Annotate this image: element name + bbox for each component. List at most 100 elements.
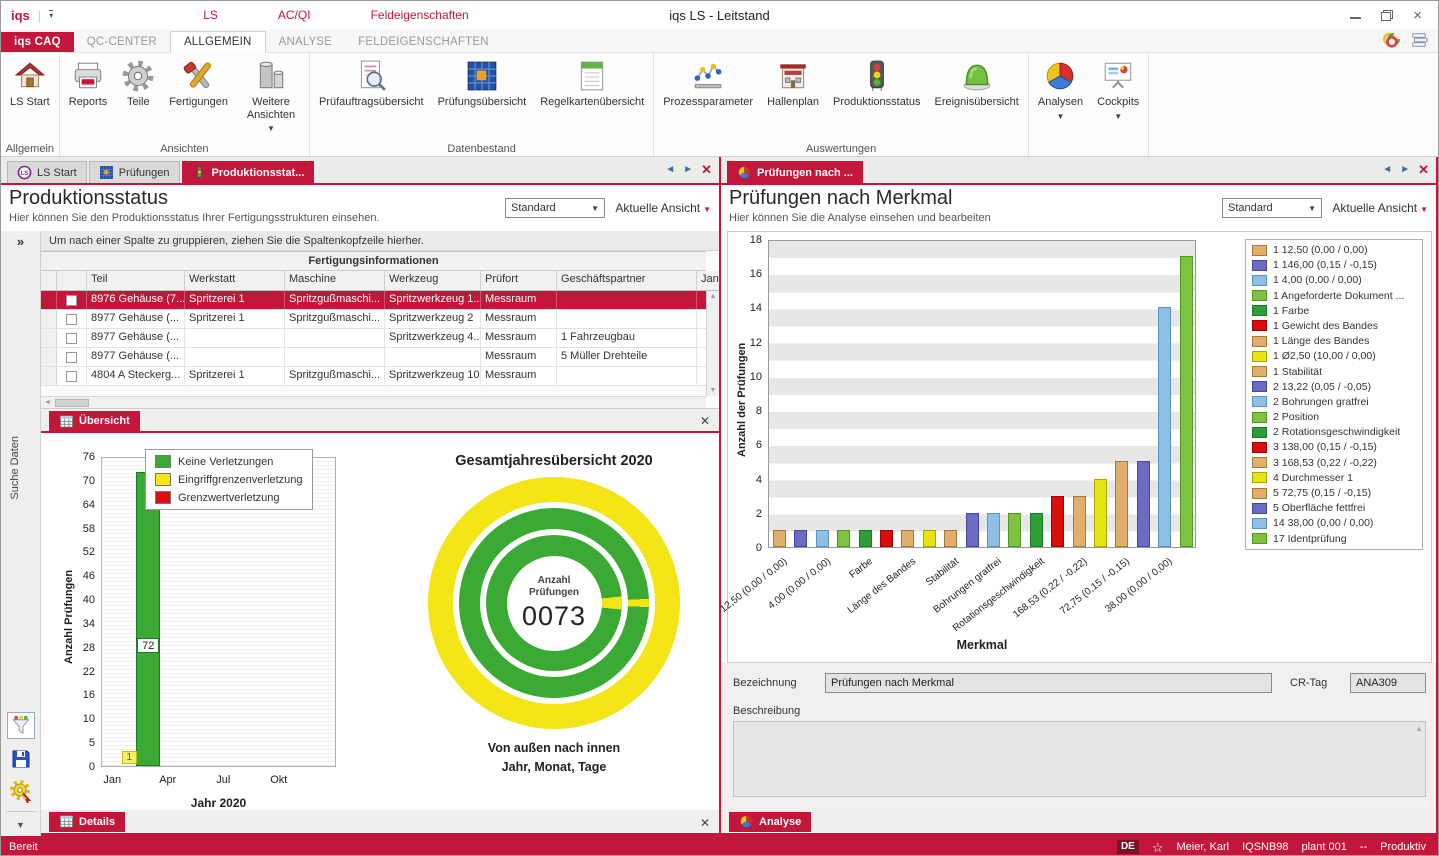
close-icon[interactable]: ×	[1413, 6, 1422, 24]
tab-uebersicht[interactable]: Übersicht	[49, 411, 140, 431]
ribbon-tab-allgemein[interactable]: ALLGEMEIN	[169, 31, 266, 53]
column-header-teil[interactable]: Teil	[87, 271, 185, 290]
tab-ls-start[interactable]: LS LS Start	[7, 161, 87, 183]
settings-gear-icon[interactable]	[9, 779, 33, 804]
bar-durchmesser-1[interactable]	[1094, 479, 1107, 547]
legend-item[interactable]: 3 138,00 (0,15 / -0,15)	[1252, 441, 1416, 453]
reports-button[interactable]: Reports	[62, 56, 115, 112]
horizontal-scrollbar[interactable]: ◄	[41, 396, 706, 408]
bar-146-00-0-15-0-15[interactable]	[794, 530, 808, 547]
legend-item[interactable]: 2 Bohrungen gratfrei	[1252, 396, 1416, 408]
legend-item[interactable]: 4 Durchmesser 1	[1252, 472, 1416, 484]
menu-item-acqi[interactable]: AC/QI	[277, 8, 311, 22]
bar-keine-verletzungen[interactable]	[136, 472, 161, 766]
bar-bohrungen-gratfrei[interactable]	[987, 513, 1000, 547]
tab-prüfungen-nach[interactable]: Prüfungen nach ...	[727, 161, 863, 183]
current-view-menu[interactable]: Aktuelle Ansicht ▼	[615, 201, 711, 215]
ereignisübersicht-button[interactable]: Ereignisübersicht	[927, 56, 1025, 112]
row-checkbox[interactable]	[66, 313, 77, 325]
bar-4-00-0-00-0-00[interactable]	[815, 530, 829, 547]
view-select[interactable]: Standard ▼	[505, 198, 605, 218]
row-checkbox[interactable]	[66, 351, 77, 363]
vertical-scrollbar[interactable]: ▲ ▼	[706, 291, 719, 396]
legend-item[interactable]: 2 Rotationsgeschwindigkeit	[1252, 426, 1416, 438]
scroll-up-icon[interactable]: ▲	[1415, 724, 1423, 733]
legend-item[interactable]: Eingriffgrenzenverletzung	[155, 473, 303, 486]
bar-168-53-0-22-0-22[interactable]	[1072, 496, 1086, 547]
bar-stabilität[interactable]	[944, 530, 958, 547]
legend-item[interactable]: 5 Oberfläche fettfrei	[1252, 502, 1416, 514]
bar-länge-des-bandes[interactable]	[901, 530, 915, 547]
legend-item[interactable]: 1 12,50 (0,00 / 0,00)	[1252, 244, 1416, 256]
quick-access-arrow-icon[interactable]: ▾	[49, 9, 54, 20]
table-row[interactable]: 8977 Gehäuse (... Messraum 5 Müller Drehte…	[41, 348, 719, 367]
bar-oberfläche-fettfrei[interactable]	[1136, 461, 1150, 547]
ribbon-tab-iqs-caq[interactable]: iqs CAQ	[1, 32, 74, 52]
weitere-ansichten-button[interactable]: Weitere Ansichten ▼	[235, 56, 307, 136]
print-list-icon[interactable]	[1410, 31, 1428, 52]
legend-item[interactable]: 1 Farbe	[1252, 305, 1416, 317]
legend-item[interactable]: 5 72,75 (0,15 / -0,15)	[1252, 487, 1416, 499]
ribbon-tab-analyse[interactable]: ANALYSE	[278, 36, 333, 48]
table-row[interactable]: 8977 Gehäuse (... Spritzerei 1 Spritzgußma…	[41, 310, 719, 329]
legend-item[interactable]: 1 Angeforderte Dokument ...	[1252, 290, 1416, 302]
ribbon-tab-qc-center[interactable]: QC-CENTER	[86, 36, 157, 48]
legend-item[interactable]: 1 Gewicht des Bandes	[1252, 320, 1416, 332]
tab-scroll-right-icon[interactable]: ►	[683, 164, 694, 175]
hallenplan-button[interactable]: Hallenplan	[760, 56, 826, 112]
language-badge[interactable]: DE	[1116, 840, 1139, 854]
minimize-icon[interactable]	[1350, 11, 1362, 19]
table-row[interactable]: 8977 Gehäuse (... Spritzwerkzeug 4... Mess…	[41, 329, 719, 348]
row-checkbox[interactable]	[66, 370, 77, 382]
filter-funnel-icon[interactable]	[6, 712, 35, 739]
column-header-geschäftspartner[interactable]: Geschäftspartner	[557, 271, 697, 290]
row-checkbox[interactable]	[66, 294, 77, 306]
legend-item[interactable]: Keine Verletzungen	[155, 455, 303, 468]
close-icon[interactable]: ✕	[699, 414, 710, 428]
tab-close-icon[interactable]: ✕	[1418, 162, 1429, 177]
color-circles-icon[interactable]	[1382, 31, 1400, 52]
legend-item[interactable]: 1 Länge des Bandes	[1252, 335, 1416, 347]
current-view-menu[interactable]: Aktuelle Ansicht ▼	[1332, 201, 1428, 215]
legend-item[interactable]: 14 38,00 (0,00 / 0,00)	[1252, 517, 1416, 529]
column-header-werkstatt[interactable]: Werkstatt	[185, 271, 285, 290]
bar-farbe[interactable]	[858, 530, 872, 547]
legend-item[interactable]: 3 168,53 (0,22 / -0,22)	[1252, 457, 1416, 469]
regelkartenübersicht-button[interactable]: Regelkartenübersicht	[533, 56, 651, 112]
tab-close-icon[interactable]: ✕	[701, 162, 712, 177]
legend-item[interactable]: 17 Identprüfung	[1252, 533, 1416, 545]
analysen-button[interactable]: Analysen ▼	[1031, 56, 1090, 124]
teile-button[interactable]: Teile	[114, 56, 162, 112]
column-header-jan[interactable]: Jan	[697, 271, 719, 290]
column-header-maschine[interactable]: Maschine	[285, 271, 385, 290]
sidebar-label[interactable]: Suche Daten	[9, 436, 21, 500]
restore-icon[interactable]	[1381, 9, 1394, 21]
bar-angeforderte-dokument[interactable]	[837, 530, 851, 547]
tab-scroll-left-icon[interactable]: ◄	[665, 164, 676, 175]
prüfungsübersicht-button[interactable]: Prüfungsübersicht	[431, 56, 534, 112]
legend-item[interactable]: 2 13,22 (0,05 / -0,05)	[1252, 381, 1416, 393]
legend-item[interactable]: 1 Ø2,50 (10,00 / 0,00)	[1252, 350, 1416, 362]
ribbon-tab-feldeigenschaften[interactable]: FELDEIGENSCHAFTEN	[358, 36, 489, 48]
tab-analyse[interactable]: Analyse	[729, 811, 812, 832]
fertigungen-button[interactable]: Fertigungen	[162, 56, 235, 112]
chevron-down-icon[interactable]: ▼	[1056, 111, 1065, 121]
prozessparameter-button[interactable]: Prozessparameter	[656, 56, 760, 112]
table-row[interactable]: 4804 A Steckerg... Spritzerei 1 Spritzgußm…	[41, 367, 719, 386]
bar-position[interactable]	[1008, 513, 1022, 547]
row-checkbox[interactable]	[66, 332, 77, 344]
tab-scroll-right-icon[interactable]: ►	[1400, 164, 1411, 175]
save-icon[interactable]	[9, 747, 33, 771]
scrollbar-thumb[interactable]	[55, 399, 89, 407]
bar-rotationsgeschwindigkeit[interactable]	[1029, 513, 1043, 547]
ls-start-button[interactable]: LS Start	[3, 56, 57, 112]
menu-item-feldeigenschaften[interactable]: Feldeigenschaften	[370, 8, 469, 22]
close-icon[interactable]: ✕	[699, 816, 710, 830]
bar-2-50-10-00-0-00[interactable]	[922, 530, 936, 547]
table-row[interactable]: 8976 Gehäuse (7... Spritzerei 1 Spritzgußm…	[41, 291, 719, 310]
star-icon[interactable]: ☆	[1151, 839, 1164, 855]
bar-12-50-0-00-0-00[interactable]	[773, 530, 786, 547]
legend-item[interactable]: 1 Stabilität	[1252, 366, 1416, 378]
collapse-button[interactable]: »	[16, 234, 25, 249]
legend-item[interactable]: 1 146,00 (0,15 / -0,15)	[1252, 259, 1416, 271]
